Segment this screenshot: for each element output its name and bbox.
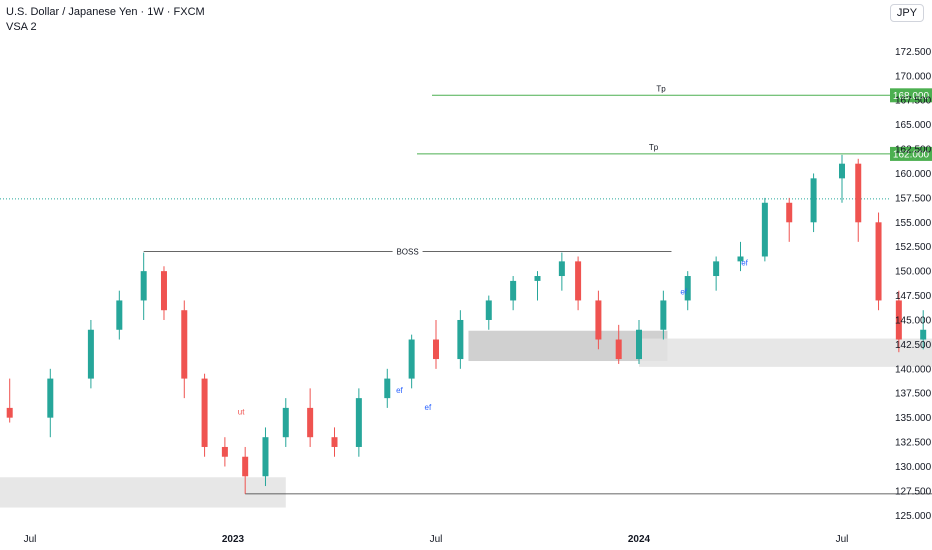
vsa-annotation: ef (396, 386, 403, 395)
candle-body (534, 276, 541, 281)
price-tick-label: 145.000 (895, 315, 932, 326)
time-tick-label: 2023 (222, 534, 245, 545)
candle-body (87, 329, 94, 379)
candle-body (116, 300, 123, 330)
tp-label: Tp (649, 143, 659, 152)
price-tag-label: 168.000 (893, 91, 930, 102)
price-tick-label: 125.000 (895, 511, 932, 522)
candle-body (737, 256, 744, 262)
candle-body (786, 202, 793, 223)
zone (639, 338, 932, 367)
price-tick-label: 167.500 (895, 96, 932, 107)
candle-body (408, 339, 415, 379)
time-tick-label: Jul (836, 534, 849, 545)
vsa-annotation: ut (238, 408, 245, 417)
candle-body (684, 276, 691, 301)
price-tick-label: 135.000 (895, 413, 932, 424)
candle-body (221, 446, 228, 457)
candle-body (457, 319, 464, 360)
price-tick-label: 155.000 (895, 218, 932, 229)
candle-body (485, 300, 492, 320)
candle-body (575, 261, 582, 301)
candle-body (855, 163, 862, 223)
candle-body (895, 300, 902, 340)
candle-body (839, 163, 845, 179)
candle-body (262, 437, 269, 477)
candle-body (47, 378, 54, 418)
candle-body (384, 378, 391, 399)
currency-button[interactable]: JPY (890, 4, 924, 22)
candle-body (810, 178, 817, 223)
zone (0, 477, 286, 508)
price-tick-label: 162.500 (895, 145, 932, 156)
candle-body (660, 300, 667, 330)
price-tick-label: 170.000 (895, 71, 932, 82)
time-tick-label: Jul (430, 534, 443, 545)
vsa-annotation: ef (425, 403, 432, 412)
candle-body (510, 280, 517, 301)
price-tick-label: 140.000 (895, 364, 932, 375)
vsa-annotation: ef (741, 258, 748, 267)
price-tick-label: 172.500 (895, 47, 932, 58)
candle-body (875, 222, 882, 301)
candle-body (355, 398, 362, 447)
price-tick-label: 132.500 (895, 438, 932, 449)
candle-body (761, 202, 768, 257)
structure-label-bg (392, 246, 423, 257)
time-axis[interactable]: Jul2023Jul2024Jul2025Jul2026Jul (24, 534, 932, 545)
zones-layer (0, 330, 932, 508)
annotations-layer: efutefefefefututIDM weekIDM weekOb week (238, 258, 749, 417)
price-tag (890, 88, 932, 103)
structure-label: BOSS (396, 248, 418, 257)
price-tick-label: 165.000 (895, 120, 932, 131)
time-tick-label: 2024 (628, 534, 651, 545)
candle-body (615, 339, 622, 360)
candle-body (595, 300, 602, 340)
price-tick-label: 147.500 (895, 291, 932, 302)
price-tag-label: 162.000 (893, 149, 930, 160)
vsa-annotation: ef (680, 288, 687, 297)
candle-body (140, 271, 147, 301)
candle-body (920, 329, 927, 340)
candle-body (181, 310, 188, 379)
price-tick-label: 152.500 (895, 242, 932, 253)
time-tick-label: Jul (24, 534, 37, 545)
price-tick-label: 157.500 (895, 193, 932, 204)
indicator-label[interactable]: VSA 2 (6, 21, 37, 33)
candle-body (242, 456, 249, 477)
candle-body (160, 271, 167, 311)
tp-label: Tp (656, 84, 666, 93)
candle-body (713, 261, 720, 277)
price-tick-label: 127.500 (895, 486, 932, 497)
price-tick-label: 160.000 (895, 169, 932, 180)
candle-body (282, 407, 289, 438)
price-tick-label: 137.500 (895, 389, 932, 400)
price-tick-label: 142.500 (895, 340, 932, 351)
candle-body (558, 261, 565, 277)
zone (468, 330, 668, 362)
chart-title: U.S. Dollar / Japanese Yen · 1W · FXCM (6, 6, 205, 18)
candle-body (331, 437, 338, 447)
price-axis[interactable]: 125.000 127.500 130.000 132.500 135.000 137.5… (895, 47, 932, 522)
candle-body (201, 378, 208, 447)
candle-body (307, 407, 314, 438)
candles-layer (6, 154, 927, 494)
candle-body (433, 339, 439, 360)
candle-body (6, 407, 13, 418)
price-tick-label: 130.000 (895, 462, 932, 473)
candle-body (636, 329, 642, 360)
price-tag (890, 146, 932, 161)
price-tick-label: 150.000 (895, 267, 932, 278)
